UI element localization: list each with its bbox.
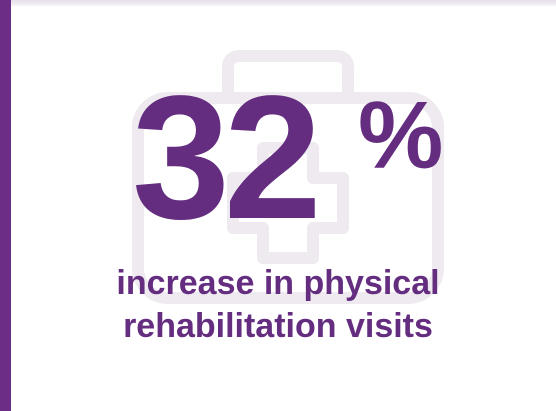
top-shadow-strip	[0, 0, 556, 6]
percent-sign: %	[358, 82, 444, 189]
stat-value: 32	[132, 60, 322, 256]
stat-caption-line1: increase in physical	[116, 264, 440, 302]
medical-kit-icon	[132, 50, 444, 304]
stat-caption-line2: rehabilitation visits	[123, 307, 433, 345]
left-accent-bar	[0, 0, 11, 411]
